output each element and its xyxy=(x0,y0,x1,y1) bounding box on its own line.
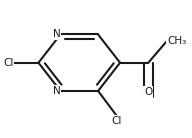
Text: Cl: Cl xyxy=(112,116,122,126)
Text: O: O xyxy=(144,87,152,97)
Text: CH₃: CH₃ xyxy=(167,36,186,46)
Text: N: N xyxy=(53,30,60,39)
Text: Cl: Cl xyxy=(3,58,13,68)
Text: N: N xyxy=(53,86,60,96)
